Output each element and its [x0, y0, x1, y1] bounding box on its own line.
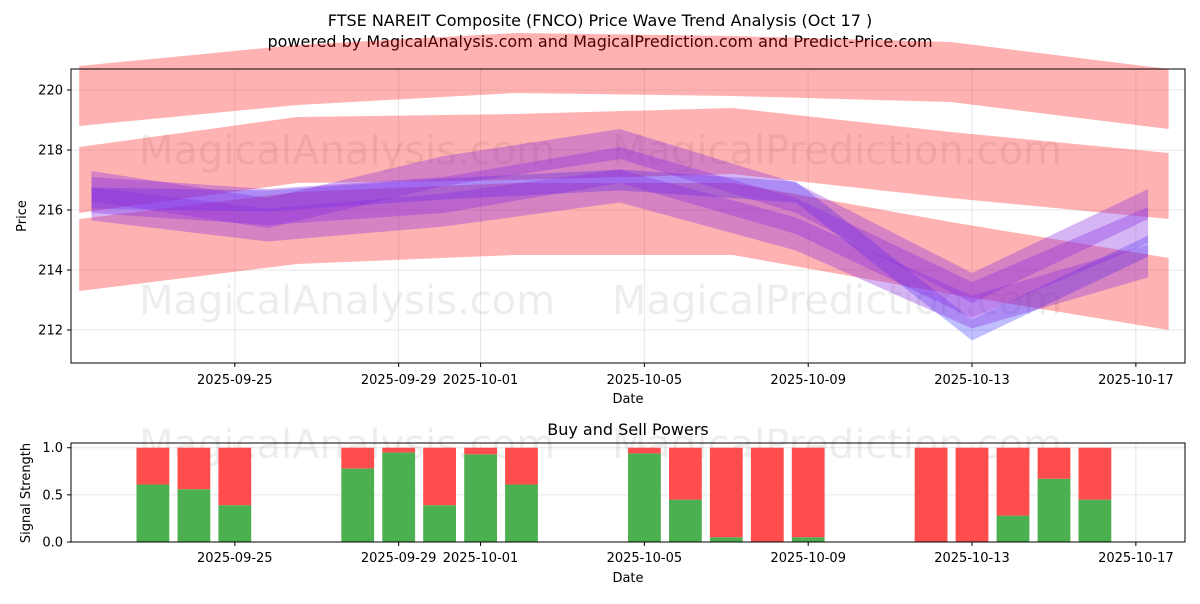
sell-power-bar: [423, 447, 456, 506]
red-trend-band: [79, 108, 1169, 219]
sell-power-bar: [914, 447, 948, 542]
powers-title: Buy and Sell Powers: [547, 420, 709, 439]
buy-power-bar: [669, 499, 702, 542]
powers-xtick-label: 2025-09-29: [361, 551, 437, 566]
buy-power-bar: [1037, 478, 1071, 542]
price-xtick-label: 2025-10-09: [770, 373, 846, 388]
powers-plot-frame: [70, 442, 1186, 543]
powers-xtick-label: 2025-10-13: [934, 551, 1010, 566]
price-ytick-label: 218: [38, 144, 63, 159]
sell-power-bar: [136, 447, 170, 485]
powers-xtick-label: 2025-10-09: [770, 551, 846, 566]
powers-xtick-label: 2025-10-17: [1098, 551, 1174, 566]
sell-power-bar: [996, 447, 1030, 516]
price-ytick-label: 212: [38, 324, 63, 339]
price-chart: MagicalAnalysis.com MagicalPrediction.co…: [15, 33, 1186, 407]
purple-trend-band: [91, 129, 1149, 303]
chart-title-line2: powered by MagicalAnalysis.com and Magic…: [267, 32, 932, 51]
sell-power-bar: [669, 447, 702, 500]
price-watermarks: MagicalAnalysis.com MagicalPrediction.co…: [139, 128, 1062, 324]
red-trend-band: [79, 33, 1169, 129]
sell-power-bar: [382, 447, 416, 453]
sell-power-bar: [791, 447, 825, 538]
powers-xtick-label: 2025-10-01: [443, 551, 519, 566]
powers-ytick-label: 1.0: [42, 441, 63, 456]
buy-power-bar: [423, 505, 456, 542]
price-xtick-label: 2025-09-29: [361, 373, 437, 388]
sell-power-bar: [709, 447, 743, 538]
sell-power-bar: [341, 447, 375, 469]
buy-power-bar: [218, 505, 252, 542]
price-xlabel: Date: [612, 392, 643, 407]
powers-ylabel: Signal Strength: [19, 443, 34, 543]
price-ytick-label: 216: [38, 204, 63, 219]
purple-trend-band: [91, 169, 1149, 329]
powers-axes: 2025-09-25 2025-09-29 2025-10-01 2025-10-05…: [42, 441, 1173, 566]
powers-xlabel: Date: [612, 571, 643, 586]
price-ytick-label: 214: [38, 264, 63, 279]
price-bands: [79, 33, 1169, 341]
sell-power-bar: [750, 447, 784, 542]
sell-power-bar: [177, 447, 211, 490]
red-trend-band: [79, 183, 1169, 330]
buy-power-bar: [177, 489, 211, 542]
powers-ytick-label: 0.5: [42, 488, 63, 503]
price-grid: [71, 69, 1185, 363]
price-xtick-label: 2025-09-25: [197, 373, 273, 388]
buy-power-bar: [709, 537, 743, 542]
sell-power-bar: [955, 447, 989, 542]
price-xtick-label: 2025-10-01: [443, 373, 519, 388]
buy-power-bar: [505, 484, 538, 542]
sell-power-bar: [628, 447, 661, 454]
price-ylabel: Price: [15, 200, 30, 232]
powers-ytick-label: 0.0: [42, 536, 63, 551]
watermark-1: MagicalAnalysis.com: [139, 128, 555, 174]
powers-bars: [136, 447, 1112, 542]
buy-power-bar: [341, 468, 375, 542]
powers-chart: Buy and Sell Powers MagicalAnalysis.com …: [19, 420, 1186, 586]
watermark-4: MagicalPrediction.com: [612, 278, 1062, 324]
sell-power-bar: [218, 447, 252, 506]
buy-power-bar: [136, 484, 170, 542]
buy-power-bar: [464, 454, 497, 542]
buy-power-bar: [1078, 499, 1112, 542]
powers-xtick-label: 2025-10-05: [607, 551, 683, 566]
sell-power-bar: [1037, 447, 1071, 479]
price-ytick-label: 220: [38, 84, 63, 99]
buy-power-bar: [996, 515, 1030, 542]
price-xtick-label: 2025-10-13: [934, 373, 1010, 388]
price-xtick-label: 2025-10-05: [607, 373, 683, 388]
sell-power-bar: [1078, 447, 1112, 500]
powers-xtick-label: 2025-09-25: [197, 551, 273, 566]
sell-power-bar: [464, 447, 497, 455]
watermark-3: MagicalAnalysis.com: [139, 278, 555, 324]
price-xtick-label: 2025-10-17: [1098, 373, 1174, 388]
buy-power-bar: [628, 453, 661, 542]
watermark-2: MagicalPrediction.com: [612, 128, 1062, 174]
price-plot-frame: [70, 68, 1186, 364]
chart-title-line1: FTSE NAREIT Composite (FNCO) Price Wave …: [328, 11, 872, 30]
buy-power-bar: [791, 537, 825, 542]
price-axes: 2025-09-25 2025-09-29 2025-10-01 2025-10-05…: [38, 84, 1173, 389]
sell-power-bar: [505, 447, 538, 485]
buy-power-bar: [382, 452, 416, 542]
purple-trend-band: [91, 147, 1149, 318]
